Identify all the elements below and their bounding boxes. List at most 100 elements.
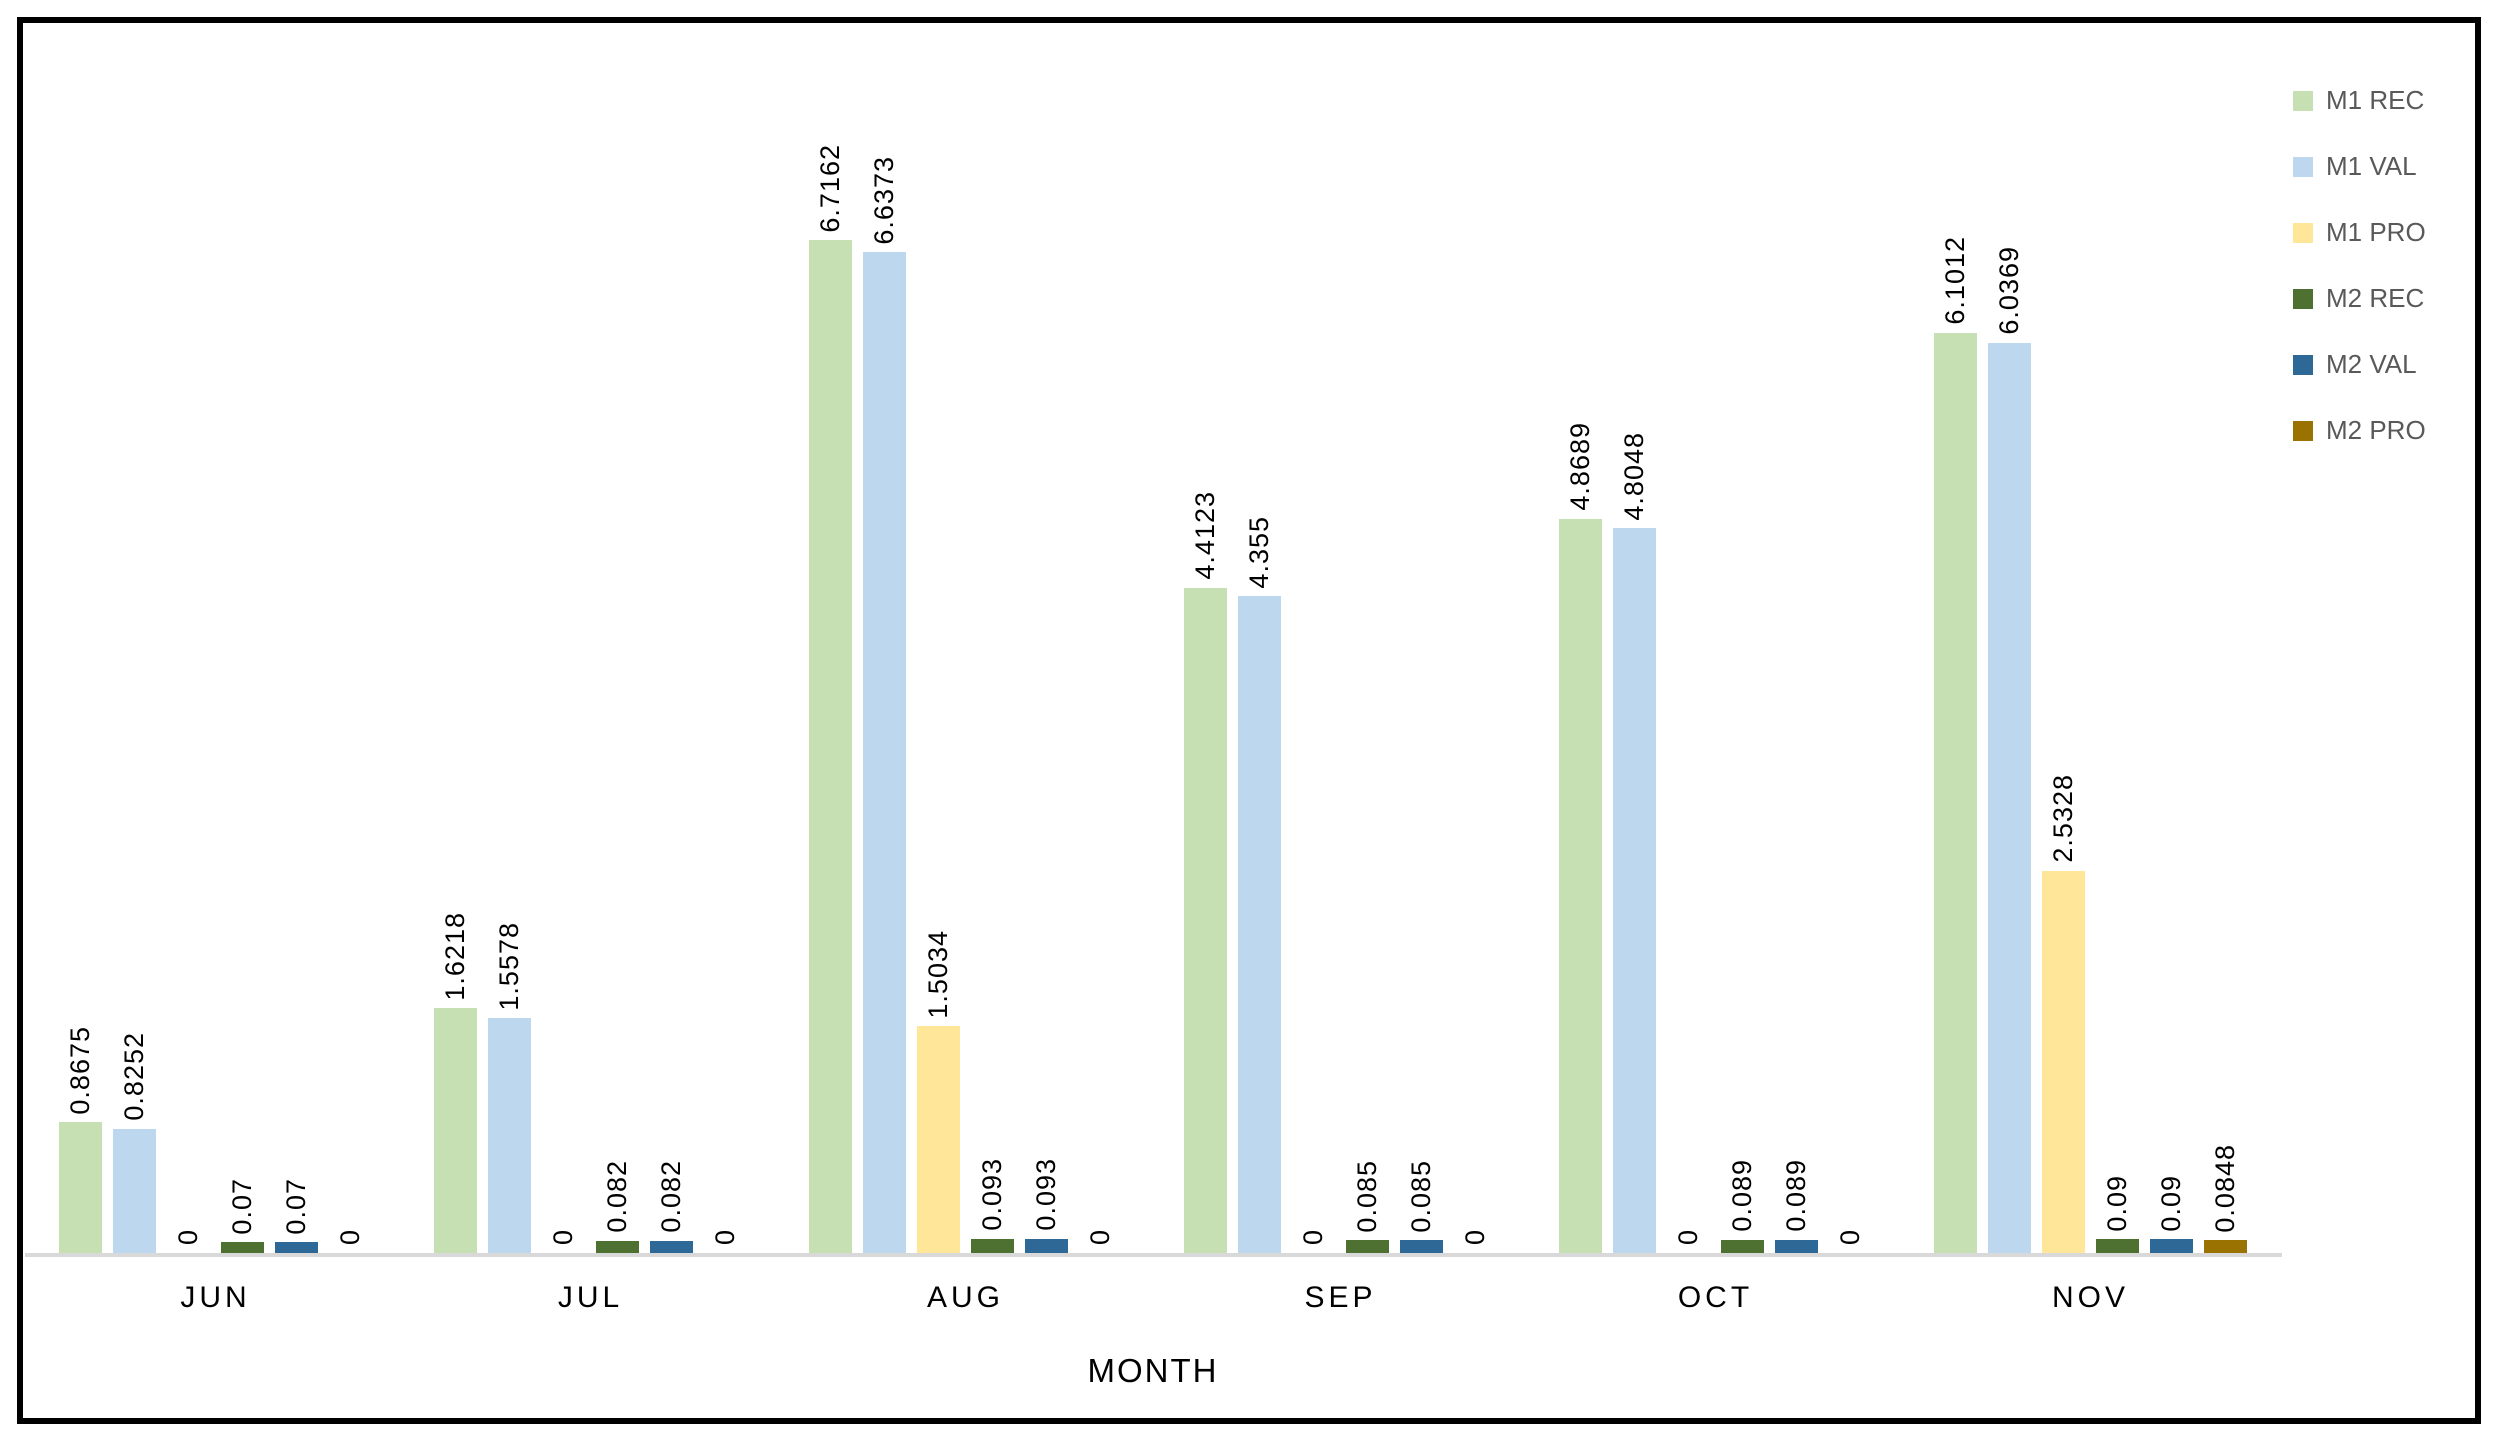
legend-label-m2-rec: M2 REC	[2326, 283, 2425, 313]
bar-m2-rec-nov	[2096, 1239, 2139, 1253]
bar-m1-val-nov	[1988, 342, 2031, 1253]
bar-slot-m1-val-jun: 0.8252	[113, 0, 156, 1253]
x-axis-line	[25, 1253, 2282, 1257]
value-label-m2-pro-jun: 0	[334, 1228, 365, 1245]
bar-m1-rec-jun	[59, 1122, 102, 1253]
legend-swatch-icon-m2-val	[2293, 354, 2313, 375]
bar-m2-val-nov	[2150, 1239, 2193, 1253]
value-label-m2-val-jul: 0.082	[655, 1160, 686, 1233]
value-label-m1-pro-nov: 2.5328	[2047, 774, 2078, 864]
bar-slot-m1-rec-aug: 6.7162	[809, 0, 852, 1253]
bar-slot-m2-pro-sep: 0	[1454, 0, 1497, 1253]
bar-slot-m2-val-jul: 0.082	[650, 0, 693, 1253]
bar-slot-m1-rec-jun: 0.8675	[59, 0, 102, 1253]
value-label-m1-val-nov: 6.0369	[1993, 246, 2024, 335]
value-label-m1-val-jul: 1.5578	[493, 921, 524, 1011]
bar-slot-m1-pro-aug: 1.5034	[917, 0, 960, 1253]
bar-slot-m1-rec-oct: 4.8689	[1559, 0, 1602, 1253]
value-label-m1-pro-jun: 0	[172, 1228, 203, 1245]
value-label-m1-val-oct: 4.8048	[1618, 431, 1649, 521]
bar-m2-rec-jul	[596, 1240, 639, 1253]
value-label-m1-pro-sep: 0	[1297, 1228, 1328, 1245]
bar-m2-rec-jun	[221, 1242, 264, 1253]
category-group-nov: 6.1012 6.0369 2.5328 0.09 0.09 0.0848	[1903, 0, 2278, 1253]
category-label-jun: JUN	[180, 1281, 251, 1314]
value-label-m1-pro-aug: 1.5034	[922, 929, 953, 1019]
legend-swatch-icon-m1-val	[2293, 156, 2313, 177]
bar-slot-m1-pro-jul: 0	[542, 0, 585, 1253]
legend-item-m2-rec: M2 REC	[2293, 283, 2426, 314]
value-label-m2-rec-oct: 0.089	[1726, 1159, 1757, 1232]
value-label-m1-rec-oct: 4.8689	[1564, 422, 1595, 511]
bar-slot-m1-pro-sep: 0	[1292, 0, 1335, 1253]
legend-swatch-icon-m1-pro	[2293, 222, 2313, 243]
bar-slot-m2-pro-aug: 0	[1079, 0, 1122, 1253]
category-label-aug: AUG	[926, 1281, 1004, 1314]
value-label-m2-pro-aug: 0	[1084, 1228, 1115, 1245]
legend-label-m1-val: M1 VAL	[2326, 151, 2417, 181]
bar-slot-m2-pro-jul: 0	[704, 0, 747, 1253]
legend-label-m2-pro: M2 PRO	[2326, 415, 2426, 445]
value-label-m1-rec-aug: 6.7162	[814, 143, 845, 233]
value-label-m1-val-sep: 4.355	[1243, 515, 1274, 589]
bar-slot-m2-pro-oct: 0	[1829, 0, 1872, 1253]
bar-m2-rec-sep	[1346, 1240, 1389, 1253]
x-axis-title: MONTH	[1087, 1352, 1219, 1389]
value-label-m2-pro-jul: 0	[709, 1228, 740, 1245]
x-axis-labels: JUN JUL AUG SEP OCT NOV	[28, 1281, 2278, 1315]
bar-m1-val-aug	[863, 252, 906, 1253]
legend-item-m2-val: M2 VAL	[2293, 349, 2426, 380]
value-label-m2-rec-aug: 0.093	[976, 1158, 1007, 1231]
category-group-aug: 6.7162 6.6373 1.5034 0.093 0.093 0	[778, 0, 1153, 1253]
category-group-oct: 4.8689 4.8048 0 0.089 0.089 0	[1528, 0, 1903, 1253]
bar-slot-m2-rec-oct: 0.089	[1721, 0, 1764, 1253]
bar-slot-m1-val-sep: 4.355	[1238, 0, 1281, 1253]
value-label-m1-rec-sep: 4.4123	[1189, 491, 1220, 580]
bar-slot-m1-rec-sep: 4.4123	[1184, 0, 1227, 1253]
value-label-m2-val-nov: 0.09	[2155, 1174, 2186, 1232]
legend-item-m1-pro: M1 PRO	[2293, 217, 2426, 248]
bar-slot-m2-val-aug: 0.093	[1025, 0, 1068, 1253]
bar-slot-m2-val-sep: 0.085	[1400, 0, 1443, 1253]
legend-item-m1-val: M1 VAL	[2293, 151, 2426, 182]
category-label-jul: JUL	[557, 1281, 624, 1314]
category-label-oct: OCT	[1677, 1281, 1754, 1314]
value-label-m2-val-jun: 0.07	[280, 1177, 311, 1235]
value-label-m1-rec-jun: 0.8675	[64, 1025, 95, 1115]
value-label-m2-rec-sep: 0.085	[1351, 1159, 1382, 1233]
value-label-m2-val-oct: 0.089	[1780, 1159, 1811, 1232]
value-label-m2-rec-nov: 0.09	[2101, 1174, 2132, 1232]
bar-m1-rec-nov	[1934, 332, 1977, 1253]
bar-m2-val-oct	[1775, 1239, 1818, 1253]
bar-m1-val-oct	[1613, 528, 1656, 1253]
bar-slot-m1-rec-nov: 6.1012	[1934, 0, 1977, 1253]
bar-slot-m2-rec-nov: 0.09	[2096, 0, 2139, 1253]
legend-label-m1-pro: M1 PRO	[2326, 217, 2426, 247]
category-group-sep: 4.4123 4.355 0 0.085 0.085 0	[1153, 0, 1528, 1253]
legend-swatch-icon-m1-rec	[2293, 90, 2313, 111]
bar-m2-val-aug	[1025, 1238, 1068, 1253]
bar-slot-m1-val-jul: 1.5578	[488, 0, 531, 1253]
bar-m1-rec-sep	[1184, 587, 1227, 1253]
value-label-m2-pro-oct: 0	[1834, 1228, 1865, 1245]
category-group-jul: 1.6218 1.5578 0 0.082 0.082 0	[403, 0, 778, 1253]
bar-m2-pro-nov	[2204, 1240, 2247, 1253]
bar-slot-m1-pro-jun: 0	[167, 0, 210, 1253]
bar-m1-rec-oct	[1559, 518, 1602, 1253]
value-label-m1-rec-nov: 6.1012	[1939, 236, 1970, 325]
bar-m2-val-sep	[1400, 1240, 1443, 1253]
value-label-m1-val-aug: 6.6373	[868, 155, 899, 245]
bar-slot-m2-val-jun: 0.07	[275, 0, 318, 1253]
bar-slot-m1-rec-jul: 1.6218	[434, 0, 477, 1253]
bar-slot-m1-pro-nov: 2.5328	[2042, 0, 2085, 1253]
value-label-m1-pro-oct: 0	[1672, 1228, 1703, 1245]
bar-slot-m2-rec-sep: 0.085	[1346, 0, 1389, 1253]
category-label-sep: SEP	[1304, 1281, 1377, 1314]
legend-label-m2-val: M2 VAL	[2326, 349, 2417, 379]
bar-slot-m1-val-aug: 6.6373	[863, 0, 906, 1253]
value-label-m2-rec-jul: 0.082	[601, 1160, 632, 1233]
bar-m1-val-jun	[113, 1128, 156, 1253]
legend-item-m1-rec: M1 REC	[2293, 85, 2426, 116]
bar-m1-pro-aug	[917, 1026, 960, 1253]
bar-m2-val-jul	[650, 1240, 693, 1253]
